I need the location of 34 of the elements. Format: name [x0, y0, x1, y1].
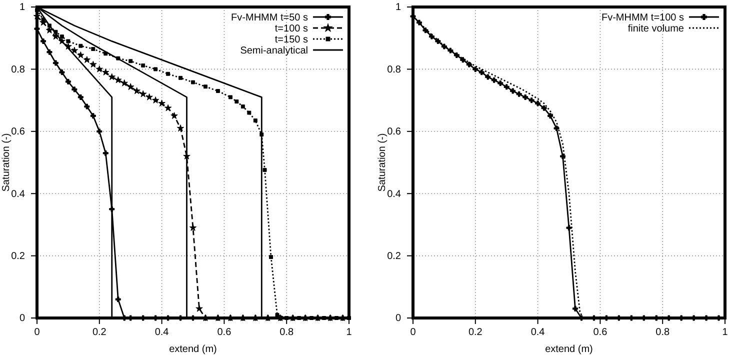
- legend-label: Semi-analytical: [240, 46, 308, 56]
- legend-label: Fv-MHMM t=100 s: [601, 12, 684, 24]
- x-tick-label: 1: [346, 327, 352, 338]
- x-tick-label: 0: [34, 327, 40, 338]
- legend-label: Fv-MHMM t=50 s: [231, 12, 308, 24]
- y-tick-label: 1: [19, 2, 26, 14]
- y-tick-label: 0.2: [11, 251, 26, 262]
- x-tick-label: 0.8: [656, 327, 670, 338]
- y-tick-label: 0.4: [11, 188, 26, 200]
- x-tick-label: 0.2: [92, 327, 107, 338]
- legend-label: t=150 s: [274, 34, 308, 46]
- y-tick-label: 0.8: [387, 64, 402, 76]
- legend-label: t=100 s: [274, 24, 308, 34]
- x-tick-label: 0.4: [530, 327, 546, 338]
- x-tick-label: 0.6: [217, 327, 232, 338]
- x-axis-title: extend (m): [169, 344, 217, 355]
- x-tick-label: 1: [722, 327, 728, 338]
- y-tick-label: 0.8: [11, 64, 26, 76]
- y-tick-label: 0.2: [387, 251, 402, 262]
- y-tick-label: 0.4: [387, 188, 402, 200]
- x-tick-label: 0: [410, 327, 416, 338]
- x-tick-label: 0.2: [468, 327, 483, 338]
- y-tick-label: 0.6: [387, 126, 402, 138]
- y-axis-title: Saturation (-): [1, 133, 12, 192]
- x-tick-label: 0.4: [154, 327, 170, 338]
- x-tick-label: 0.8: [280, 327, 294, 338]
- y-axis-title: Saturation (-): [377, 133, 388, 192]
- x-tick-label: 0.6: [593, 327, 608, 338]
- y-tick-label: 1: [395, 2, 402, 14]
- y-tick-label: 0: [19, 313, 26, 324]
- y-tick-label: 0: [395, 313, 402, 324]
- y-tick-label: 0.6: [11, 126, 26, 138]
- x-axis-title: extend (m): [545, 344, 593, 355]
- legend-label: finite volume: [628, 24, 684, 34]
